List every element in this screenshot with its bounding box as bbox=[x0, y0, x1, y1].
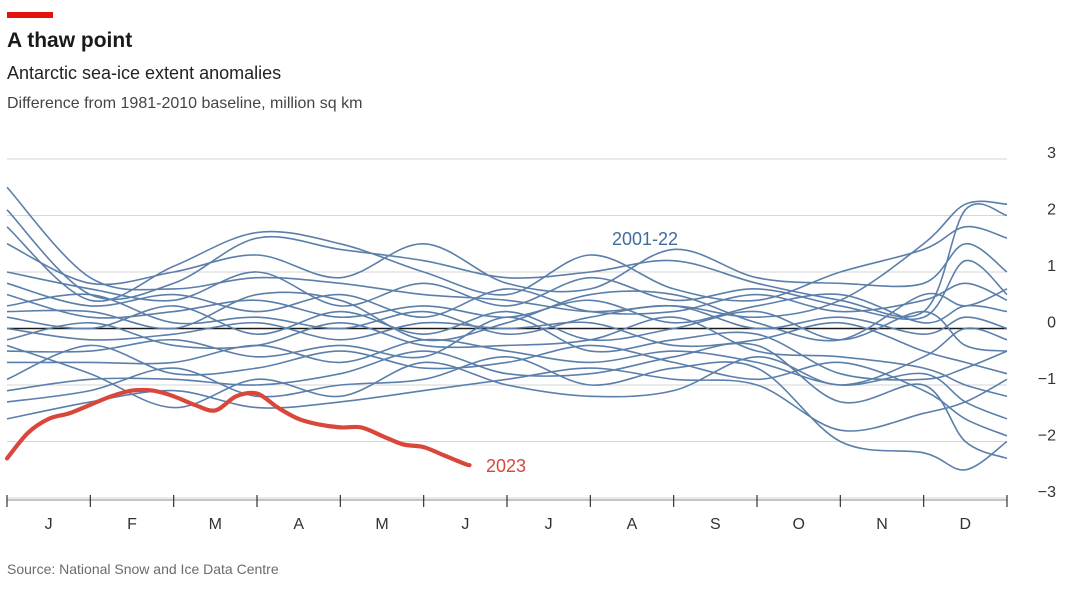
series-line-2001-22 bbox=[6, 342, 1008, 460]
series-line-2001-22 bbox=[6, 321, 1008, 375]
x-tick-label: A bbox=[627, 516, 638, 530]
chart-title: A thaw point bbox=[7, 29, 133, 52]
series-line-2001-22 bbox=[6, 327, 1008, 409]
series-line-2001-22 bbox=[7, 338, 1008, 420]
series-line-2001-22 bbox=[6, 293, 1008, 336]
series-label-2023: 2023 bbox=[486, 456, 526, 476]
series-label-2001-22: 2001-22 bbox=[612, 229, 678, 249]
line-chart: 3 2 1 0 −1 −2 −3 J F M A M J J A S O N D 2001-22 2023 bbox=[4, 145, 1056, 530]
series-line-2001-22 bbox=[6, 305, 1008, 352]
x-tick-label: J bbox=[545, 516, 553, 530]
x-tick-label: F bbox=[127, 516, 137, 530]
y-tick-label: 1 bbox=[1047, 258, 1056, 275]
x-tick-label: O bbox=[792, 516, 804, 530]
series-line-2001-22 bbox=[6, 293, 1008, 324]
y-tick-label: −3 bbox=[1038, 484, 1056, 501]
series-line-2023 bbox=[4, 387, 472, 468]
y-tick-label: −1 bbox=[1038, 371, 1056, 388]
y-tick-label: −2 bbox=[1038, 428, 1056, 445]
y-tick-label: 0 bbox=[1047, 315, 1056, 332]
x-tick-label: J bbox=[461, 516, 469, 530]
source-note: Source: National Snow and Ice Data Centr… bbox=[7, 561, 279, 577]
series-line-2001-22 bbox=[6, 316, 1008, 381]
x-tick-label: D bbox=[960, 516, 972, 530]
series-line-2001-22 bbox=[6, 316, 1008, 398]
series-line-2001-22 bbox=[6, 186, 1008, 319]
series-line-2001-22 bbox=[6, 282, 1008, 319]
x-tick-label: A bbox=[293, 516, 304, 530]
x-tick-label: S bbox=[710, 516, 721, 530]
series-line-2001-22 bbox=[6, 225, 1008, 303]
chart-unit-label: Difference from 1981-2010 baseline, mill… bbox=[7, 95, 363, 112]
x-tick-label: N bbox=[876, 516, 888, 530]
chart-subtitle: Antarctic sea-ice extent anomalies bbox=[7, 63, 282, 83]
series-line-2001-22 bbox=[6, 288, 1008, 342]
series-line-2001-22 bbox=[6, 355, 1008, 471]
brand-accent-bar bbox=[7, 12, 53, 18]
series-line-2001-22 bbox=[6, 367, 1008, 432]
x-tick-label: J bbox=[45, 516, 53, 530]
series-line-2001-22 bbox=[6, 344, 1008, 437]
y-tick-label: 2 bbox=[1047, 202, 1056, 219]
series-line-2001-22 bbox=[6, 242, 1008, 293]
series-line-2001-22 bbox=[6, 203, 1008, 318]
x-tick-label: M bbox=[375, 516, 388, 530]
y-tick-label: 3 bbox=[1047, 145, 1056, 162]
x-tick-label: M bbox=[209, 516, 222, 530]
